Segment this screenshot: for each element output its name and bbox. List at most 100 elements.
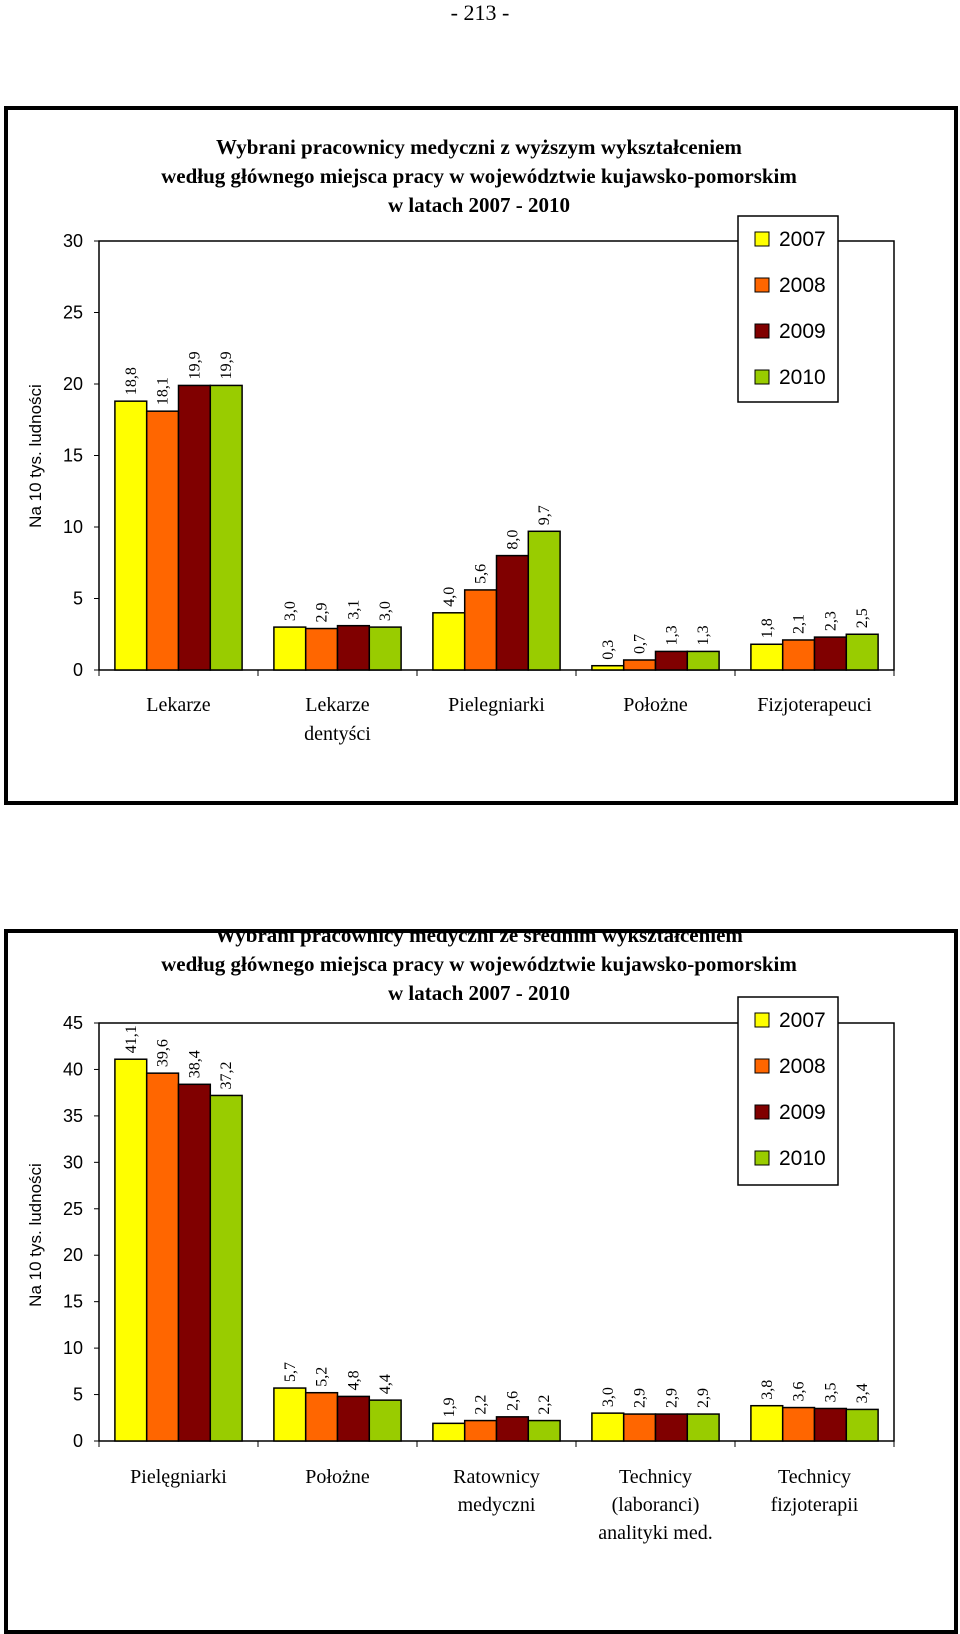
bar-2009 [654, 650, 689, 671]
data-label: 2,5 [854, 608, 871, 628]
data-label: 0,3 [600, 640, 617, 660]
chart-secondary-education: Wybrani pracownicy medyczni ze średnim w… [4, 929, 958, 1634]
bar-2009 [813, 1407, 848, 1442]
category-label: (laboranci) [612, 1494, 700, 1516]
bar-2009 [336, 1395, 371, 1442]
bar-2009 [654, 1413, 689, 1442]
category-label: analityki med. [598, 1522, 712, 1544]
bar-2008 [622, 1413, 657, 1442]
data-label: 3,0 [282, 601, 299, 621]
chart-title-line: Wybrani pracownicy medyczni ze średnim w… [215, 933, 743, 947]
bar-2008 [463, 589, 498, 671]
bar-2008 [463, 1419, 498, 1442]
y-tick-label: 45 [63, 1013, 83, 1033]
data-label: 3,1 [345, 600, 362, 620]
data-label: 1,3 [695, 625, 712, 645]
data-label: 2,2 [473, 1395, 490, 1415]
legend-swatch-2010 [754, 369, 770, 385]
bar-2010 [686, 650, 720, 671]
legend-swatch-2008 [754, 1058, 770, 1074]
y-tick-label: 25 [63, 1199, 83, 1219]
bar-2007 [273, 626, 307, 671]
legend-swatch-2009 [754, 1104, 770, 1120]
data-label: 3,6 [791, 1382, 808, 1402]
bar-2007 [273, 1387, 307, 1442]
bar-2009 [336, 624, 371, 671]
y-tick-label: 15 [63, 446, 83, 466]
data-label: 2,9 [632, 1388, 649, 1408]
data-label: 4,8 [345, 1370, 362, 1390]
data-label: 3,5 [822, 1382, 839, 1402]
bar-2008 [145, 410, 180, 671]
legend-label-2010: 2010 [779, 1147, 826, 1170]
legend-label-2009: 2009 [779, 320, 826, 343]
category-label: Położne [623, 694, 688, 716]
y-axis-label: Na 10 tys. ludności [26, 384, 45, 528]
bar-2010 [368, 626, 402, 671]
data-label: 18,1 [155, 377, 172, 405]
bar-2007 [750, 643, 784, 671]
data-label: 5,2 [314, 1367, 331, 1387]
data-label: 2,1 [791, 614, 808, 634]
y-tick-label: 40 [63, 1059, 83, 1079]
bar-2009 [495, 1416, 530, 1442]
category-label: Pielęgniarki [130, 1466, 227, 1488]
data-label: 3,0 [377, 601, 394, 621]
bar-2010 [686, 1413, 720, 1442]
y-tick-label: 20 [63, 374, 83, 394]
data-label: 2,3 [822, 611, 839, 631]
category-label: Pielegniarki [448, 694, 545, 716]
chart-secondary-education-svg: Wybrani pracownicy medyczni ze średnim w… [26, 933, 895, 1544]
chart-title-line: w latach 2007 - 2010 [388, 981, 570, 1005]
data-label: 9,7 [536, 505, 553, 525]
chart-title-line: Wybrani pracownicy medyczni z wyższym wy… [216, 135, 742, 159]
y-tick-label: 10 [63, 1338, 83, 1358]
category-label: fizjoterapii [771, 1494, 859, 1516]
legend-swatch-2007 [754, 1012, 770, 1028]
data-label: 4,0 [441, 587, 458, 607]
page-number: - 213 - [450, 0, 510, 25]
bar-2009 [813, 636, 848, 671]
chart-higher-education: Wybrani pracownicy medyczni z wyższym wy… [4, 106, 958, 805]
bar-2010 [527, 530, 561, 671]
category-label: Fizjoterapeuci [757, 694, 872, 716]
legend-label-2007: 2007 [779, 228, 826, 251]
category-label: medyczni [458, 1494, 536, 1516]
data-label: 1,3 [663, 625, 680, 645]
category-label: Ratownicy [453, 1466, 540, 1488]
legend-label-2010: 2010 [779, 366, 826, 389]
data-label: 1,8 [759, 618, 776, 638]
chart-title-line: w latach 2007 - 2010 [388, 193, 570, 217]
data-label: 19,9 [186, 351, 203, 379]
category-label: Położne [305, 1466, 370, 1488]
y-tick-label: 0 [73, 1431, 83, 1451]
chart-higher-education-svg: Wybrani pracownicy medyczni z wyższym wy… [26, 135, 895, 745]
legend-swatch-2008 [754, 277, 770, 293]
category-label: Lekarze [305, 694, 370, 716]
legend-swatch-2007 [754, 231, 770, 247]
data-label: 18,8 [123, 367, 140, 395]
bar-2007 [432, 1422, 466, 1442]
y-tick-label: 35 [63, 1106, 83, 1126]
data-label: 19,9 [218, 351, 235, 379]
bar-2008 [781, 639, 816, 671]
bar-2008 [145, 1072, 180, 1442]
data-label: 38,4 [186, 1050, 203, 1078]
bar-2010 [845, 1408, 879, 1442]
category-label: Lekarze [146, 694, 211, 716]
bar-2007 [591, 664, 625, 671]
legend-label-2007: 2007 [779, 1009, 826, 1032]
bar-2010 [845, 633, 879, 671]
chart-title-line: według głównego miejsca pracy w wojewódz… [161, 164, 797, 188]
bar-2008 [781, 1406, 816, 1442]
category-label: Technicy [778, 1466, 851, 1488]
legend-swatch-2009 [754, 323, 770, 339]
data-label: 2,9 [663, 1388, 680, 1408]
y-tick-label: 0 [73, 660, 83, 680]
y-axis-label: Na 10 tys. ludności [26, 1163, 45, 1307]
bar-2010 [368, 1399, 402, 1442]
y-tick-label: 5 [73, 589, 83, 609]
category-label: Technicy [619, 1466, 692, 1488]
bar-2010 [209, 384, 243, 671]
data-label: 41,1 [123, 1025, 140, 1053]
